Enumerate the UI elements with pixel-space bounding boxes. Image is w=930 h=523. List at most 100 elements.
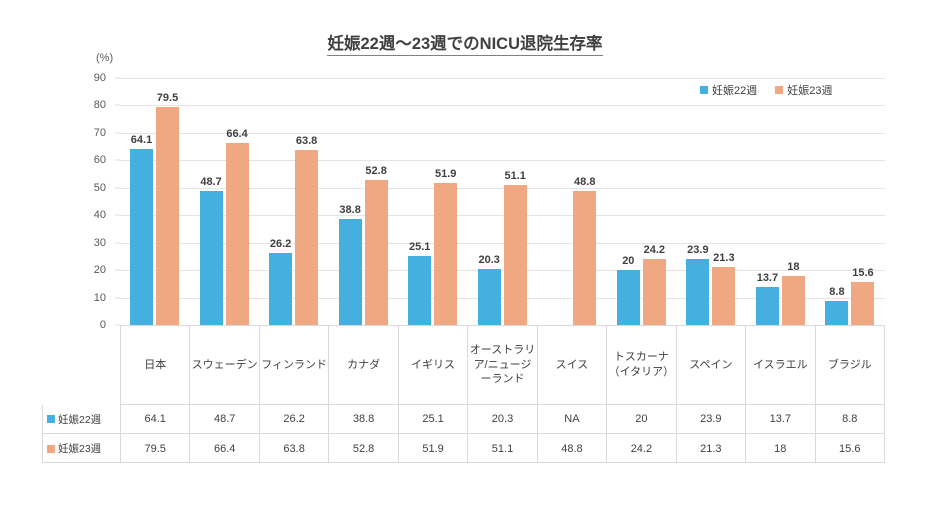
table-cell: 52.8: [329, 434, 399, 463]
bar-value-label: 21.3: [713, 251, 735, 264]
bar-series-1[interactable]: [338, 218, 362, 325]
page-title: 妊娠22週〜23週でのNICU退院生存率: [0, 30, 930, 56]
bar-series-1[interactable]: [199, 191, 223, 325]
bar-series-2[interactable]: [225, 142, 249, 325]
bar-value-label: 48.8: [574, 176, 596, 189]
table-cell: 48.8: [538, 434, 608, 463]
x-axis-category-label: イスラエル: [746, 326, 816, 404]
table-cell: 51.9: [399, 434, 469, 463]
y-axis-tick-mark: [115, 324, 120, 326]
bar-group: 64.1 79.5: [120, 78, 190, 325]
x-axis-category-label: スペイン: [677, 326, 747, 404]
gridline: [120, 187, 885, 189]
legend-item-1[interactable]: 妊娠22週: [700, 82, 757, 98]
x-axis-category-label: オーストラリア/ニュージーランド: [468, 326, 538, 404]
series-swatch-icon: [47, 415, 55, 423]
legend-swatch-icon: [700, 86, 708, 94]
bar-series-1[interactable]: [130, 149, 153, 325]
table-cell: 18: [746, 434, 816, 463]
bar-series-2[interactable]: [851, 282, 875, 325]
bar-series-2[interactable]: [364, 180, 388, 325]
x-axis-category-label: トスカーナ（イタリア）: [607, 326, 677, 404]
series-swatch-icon: [47, 444, 55, 453]
table-cell: 51.1: [468, 434, 538, 463]
gridline: [120, 78, 885, 79]
bar-series-2[interactable]: [642, 258, 666, 325]
bar-group: 48.8: [537, 78, 607, 325]
y-axis-tick-label: 30: [93, 236, 106, 249]
table-cell: NA: [538, 405, 608, 433]
y-axis-unit-label: (%): [96, 52, 114, 64]
bar-series-2[interactable]: [434, 182, 458, 325]
table-row: 妊娠23週 79.5 66.4 63.8 52.8 51.9 51.1 48.8 24.2 21.…: [43, 434, 884, 463]
legend-item-2[interactable]: 妊娠23週: [775, 82, 833, 98]
bar-series-2[interactable]: [295, 149, 319, 325]
bar-group: 23.9 21.3: [676, 78, 746, 325]
y-axis-tick-mark: [115, 297, 120, 299]
bar-series-1[interactable]: [686, 259, 710, 325]
bar-value-label: 63.8: [295, 134, 318, 147]
y-axis-tick-mark: [115, 242, 120, 244]
bar-series-2[interactable]: [712, 266, 736, 325]
x-axis-category-band: 日本 スウェーデン フィンランド カナダ イギリス オーストラリア/ニュージーランド スイス…: [120, 326, 885, 405]
bar-series-1[interactable]: [408, 256, 432, 325]
gridline: [120, 105, 885, 107]
bar-value-label: 15.6: [852, 267, 874, 280]
y-axis-tick-label: 20: [93, 264, 106, 277]
y-axis-tick-mark: [115, 104, 120, 106]
legend-item-label: 妊娠23週: [787, 85, 833, 97]
bar-group: 26.2 63.8: [259, 78, 329, 325]
y-axis-tick-label: 70: [93, 126, 106, 139]
bar-value-label: 8.8: [829, 285, 845, 298]
bar-series-2[interactable]: [156, 106, 179, 325]
bar-group: 25.1 51.9: [398, 78, 468, 325]
y-axis-tick-label: 90: [93, 72, 106, 84]
x-axis-category-label: イギリス: [399, 326, 469, 404]
bar-value-label: 13.7: [756, 272, 779, 285]
table-cell: 66.4: [190, 434, 260, 463]
bar-series-1[interactable]: [825, 300, 849, 325]
bar-value-label: 51.1: [504, 169, 526, 182]
bar-series-2[interactable]: [503, 184, 527, 325]
y-axis-tick-mark: [115, 187, 120, 189]
bar-series-1[interactable]: [477, 269, 501, 325]
table-row-header: 妊娠23週: [43, 434, 121, 463]
gridline: [120, 242, 885, 244]
bar-group: 20 24.2: [607, 78, 677, 325]
chart-title-text: 妊娠22週〜23週でのNICU退院生存率: [327, 35, 603, 56]
table-cell: 13.7: [746, 405, 816, 433]
y-axis-tick-label: 50: [93, 181, 106, 194]
bar-value-label: 48.7: [200, 176, 222, 189]
y-axis-tick-mark: [115, 214, 120, 216]
y-axis-tick-mark: [115, 159, 120, 161]
table-row-header: 妊娠22週: [43, 405, 121, 433]
chart-legend: 妊娠22週 妊娠23週: [700, 82, 833, 98]
x-axis-category-label: フィンランド: [260, 326, 330, 404]
y-axis-tick-mark: [115, 77, 120, 79]
table-row-header-label: 妊娠23週: [58, 443, 102, 455]
legend-swatch-icon: [775, 86, 784, 94]
bar-value-label: 66.4: [226, 127, 248, 140]
bar-value-label: 26.2: [269, 238, 292, 251]
bar-value-label: 25.1: [408, 241, 431, 254]
table-cell: 26.2: [260, 405, 330, 433]
bar-series-1[interactable]: [616, 270, 640, 325]
x-axis-category-label: スウェーデン: [190, 326, 260, 404]
bar-series-2[interactable]: [573, 191, 597, 325]
bar-group: 48.7 66.4: [190, 78, 260, 325]
bar-group: 8.8 15.6: [815, 78, 885, 325]
bar-value-label: 20.3: [478, 254, 500, 267]
y-axis-tick-label: 0: [99, 319, 106, 331]
gridline: [120, 160, 885, 162]
bar-value-label: 64.1: [130, 134, 153, 147]
bar-value-label: 24.2: [643, 243, 666, 256]
bar-value-label: 18: [787, 260, 800, 273]
table-cell: 25.1: [399, 405, 469, 433]
bar-series-2[interactable]: [781, 275, 805, 325]
y-axis-tick-mark: [115, 132, 120, 134]
plot-area: 64.1 79.5 48.7 66.4 26.2 63.8 38.8 52.8 25.1 51.9…: [120, 78, 885, 326]
bar-group: 20.3 51.1: [468, 78, 538, 325]
bar-series-1[interactable]: [269, 253, 293, 325]
bar-series-1[interactable]: [755, 287, 779, 325]
